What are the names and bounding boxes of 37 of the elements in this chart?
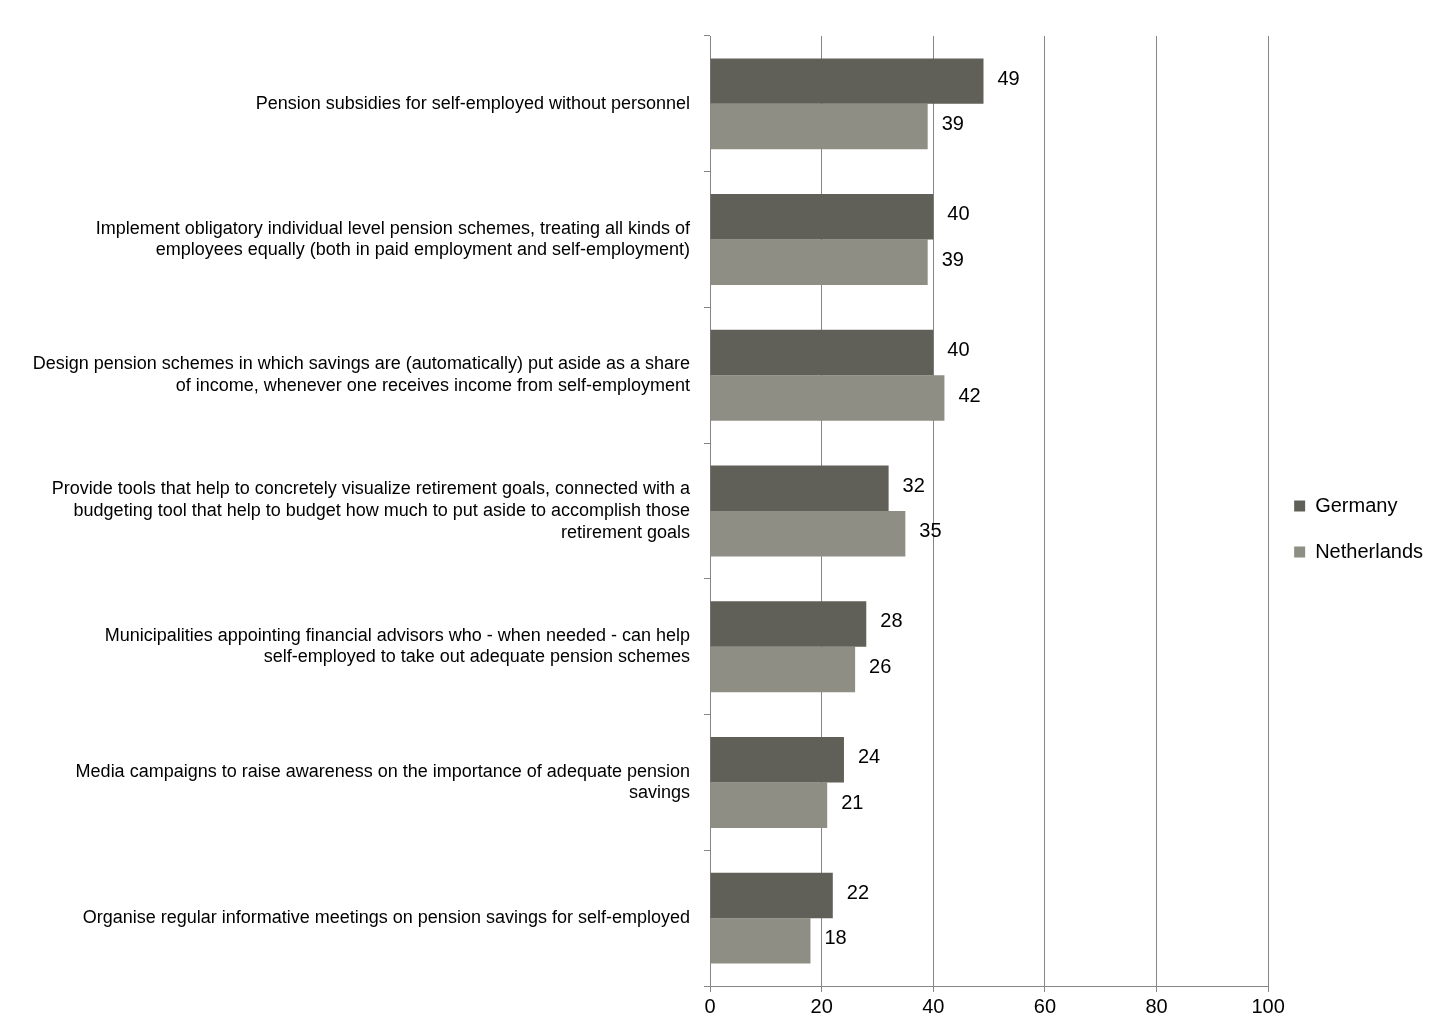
bar — [710, 736, 844, 783]
y-tick-label: Provide tools that help to concretely visualize retirement goals, connected with a budgeting tool that help to budget how much to put aside to accomplish those retirement goals — [51, 478, 691, 542]
x-tick-label: 60 — [1033, 994, 1057, 1017]
bar — [710, 601, 867, 647]
y-tick-label: Organise regular informative meetings on pension savings for self-employed — [82, 907, 690, 928]
x-tick-label: 40 — [922, 994, 945, 1017]
legend-label: Germany — [1315, 493, 1398, 516]
data-label: 40 — [947, 202, 970, 225]
data-label: 40 — [947, 338, 970, 361]
bar — [710, 918, 811, 964]
data-label: 39 — [941, 112, 964, 135]
bar — [710, 58, 984, 104]
y-tick-label: Pension subsidies for self-employed without personnel — [255, 92, 690, 113]
data-label: 26 — [869, 654, 892, 677]
data-label: 32 — [902, 473, 925, 496]
y-tick-label: Design pension schemes in which savings are (automatically) put aside as a share of income, whenever one receives income from self-employment — [32, 353, 690, 396]
data-label: 28 — [880, 609, 903, 632]
data-label: 42 — [958, 383, 981, 406]
bar — [710, 194, 934, 240]
x-tick-label: 20 — [810, 994, 833, 1017]
x-tick-label: 0 — [704, 994, 716, 1017]
data-label: 24 — [857, 745, 881, 768]
bar — [710, 872, 833, 919]
data-label: 21 — [841, 790, 864, 813]
x-tick-label: 100 — [1251, 994, 1285, 1017]
y-tick-label: Municipalities appointing financial advisors who - when needed - can help self-employed to take out adequate pension schemes — [104, 624, 690, 667]
y-tick-label: Media campaigns to raise awareness on the importance of adequate pension savings — [75, 760, 690, 803]
bar — [710, 329, 934, 376]
y-tick-label: Implement obligatory individual level pension schemes, treating all kinds of employees equally (both in paid employment and self-employment) — [95, 217, 691, 260]
data-label: 22 — [846, 880, 870, 903]
data-label: 49 — [997, 66, 1020, 89]
bar — [710, 465, 889, 511]
data-label: 39 — [941, 247, 964, 270]
data-label: 18 — [824, 926, 847, 949]
legend-label: Netherlands — [1315, 539, 1423, 562]
data-label: 35 — [919, 519, 942, 542]
x-tick-label: 80 — [1145, 994, 1168, 1017]
